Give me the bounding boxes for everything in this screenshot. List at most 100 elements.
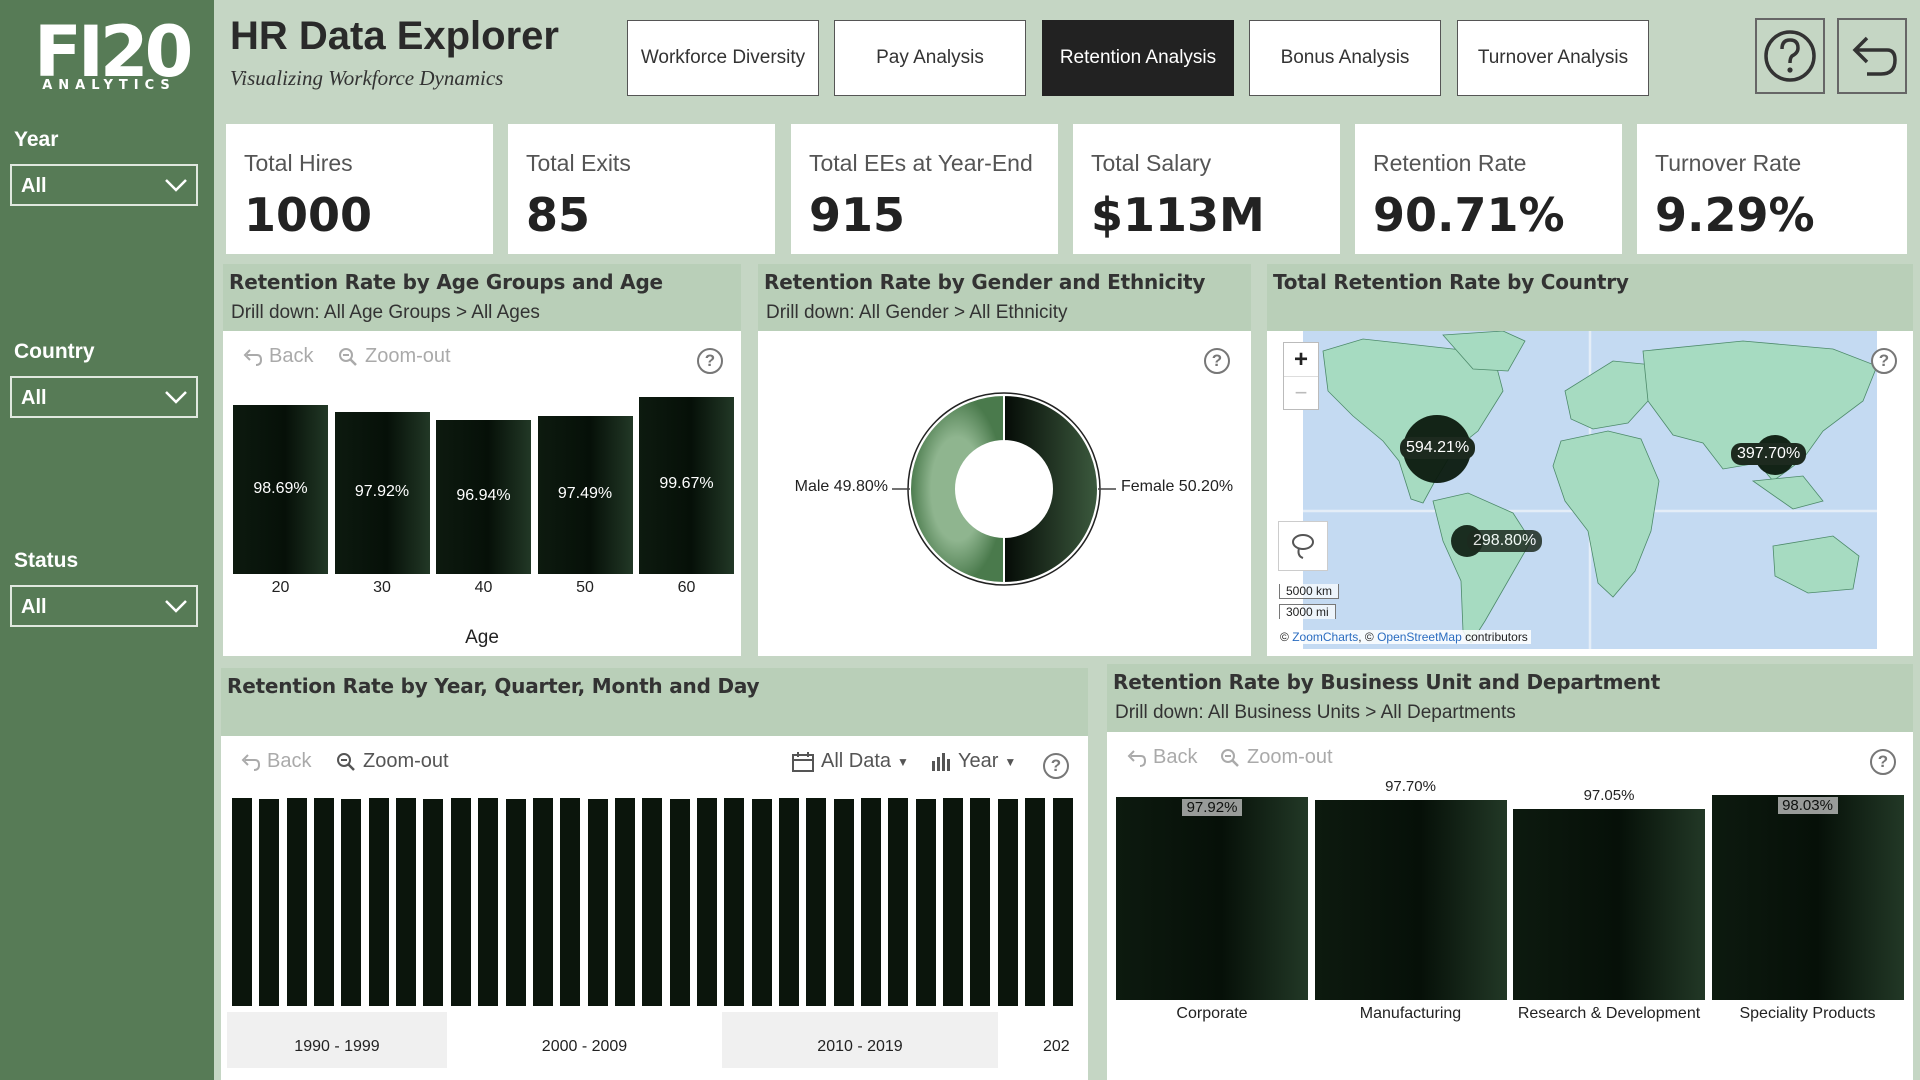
age-bar: [537, 415, 633, 574]
question-circle-icon[interactable]: ?: [1870, 749, 1896, 775]
unit-bar: [1314, 799, 1507, 1000]
lasso-icon: [1292, 534, 1314, 559]
map-zoom-out-button[interactable]: −: [1294, 380, 1308, 405]
time-bar: [997, 799, 1018, 1006]
time-bar: [696, 798, 717, 1006]
time-bar: [423, 799, 444, 1006]
age-tick-label: 20: [271, 579, 290, 596]
age-bar: [334, 411, 430, 574]
bubble-label-usa: 594.21%: [1400, 437, 1476, 459]
kpi-label: Retention Rate: [1373, 150, 1527, 176]
back-button[interactable]: [1837, 18, 1907, 94]
all-data-label: All Data: [821, 750, 892, 772]
unit-back-button[interactable]: Back: [1125, 746, 1197, 769]
decade-label: 2010 - 2019: [817, 1038, 903, 1055]
question-circle-icon[interactable]: ?: [1043, 753, 1069, 779]
map-attribution: © ZoomCharts, © OpenStreetMap contributo…: [1277, 630, 1531, 644]
kpi-card-total-hires: Total Hires 1000: [226, 124, 493, 254]
question-circle-icon: [1764, 30, 1816, 82]
logo-subtitle: ANALYTICS: [42, 78, 176, 93]
time-bar: [861, 798, 882, 1006]
nav-workforce-diversity[interactable]: Workforce Diversity: [627, 20, 819, 96]
all-data-dropdown[interactable]: All Data ▼: [791, 750, 909, 773]
age-axis-label: Age: [465, 627, 499, 648]
map-scale-km: 5000 km: [1279, 584, 1340, 599]
time-bar: [970, 798, 991, 1006]
attr-zoomcharts-link[interactable]: ZoomCharts: [1292, 630, 1359, 644]
unit-tick-label: Manufacturing: [1359, 1005, 1462, 1022]
time-bar: [833, 799, 854, 1006]
map-zoom-in-button[interactable]: +: [1284, 343, 1318, 377]
age-panel-title: Retention Rate by Age Groups and Age: [229, 270, 663, 294]
time-bar: [915, 799, 936, 1006]
kpi-card-total-ees: Total EEs at Year-End 915: [791, 124, 1058, 254]
question-circle-icon[interactable]: ?: [1204, 348, 1230, 374]
country-dropdown[interactable]: All: [10, 376, 198, 418]
magnifier-icon: [1221, 748, 1239, 767]
time-bar: [341, 799, 362, 1006]
age-bar: [436, 420, 531, 574]
decade-band-1990s: [227, 1012, 447, 1068]
age-panel-header: Retention Rate by Age Groups and Age Dri…: [223, 264, 741, 331]
country-dropdown-value: All: [21, 387, 47, 409]
zoom-out-label: Zoom-out: [365, 345, 451, 367]
kpi-value: 1000: [244, 188, 373, 242]
time-bar: [532, 798, 553, 1006]
southeast-asia-shape: [1751, 475, 1824, 510]
time-bar: [450, 798, 471, 1006]
time-bar: [779, 798, 799, 1006]
nav-bonus-analysis[interactable]: Bonus Analysis: [1249, 20, 1441, 96]
unit-zoom-out-button[interactable]: Zoom-out: [1219, 746, 1333, 769]
undo-icon: [1127, 749, 1147, 767]
help-button[interactable]: [1755, 18, 1825, 94]
year-dropdown[interactable]: All: [10, 164, 198, 206]
age-zoom-out-button[interactable]: Zoom-out: [337, 345, 451, 368]
world-map[interactable]: [1303, 331, 1877, 649]
country-panel-title: Total Retention Rate by Country: [1273, 270, 1629, 294]
map-lasso-button[interactable]: [1278, 521, 1328, 571]
back-label: Back: [269, 345, 314, 367]
time-bar: [232, 798, 252, 1006]
time-bar: [1025, 798, 1046, 1006]
time-bar: [1052, 798, 1073, 1006]
kpi-value: $113M: [1091, 188, 1265, 242]
nav-pay-analysis[interactable]: Pay Analysis: [834, 20, 1026, 96]
unit-bar-label: 98.03%: [1777, 797, 1838, 815]
map-scale-mi: 3000 mi: [1279, 604, 1336, 619]
unit-bar-label: 97.92%: [1182, 798, 1242, 816]
time-back-button[interactable]: Back: [239, 750, 311, 773]
magnifier-icon: [337, 752, 355, 771]
attr-osm-link[interactable]: OpenStreetMap: [1377, 630, 1462, 644]
decade-band-2010s: [722, 1012, 998, 1068]
unit-tick-label: Speciality Products: [1739, 1005, 1876, 1022]
donut-slice-female: [1003, 393, 1099, 585]
question-circle-icon[interactable]: ?: [1871, 348, 1897, 374]
time-bar: [560, 798, 581, 1006]
back-label: Back: [1153, 746, 1198, 768]
kpi-label: Total Hires: [244, 150, 353, 176]
attr-prefix: ©: [1280, 630, 1293, 644]
status-dropdown[interactable]: All: [10, 585, 198, 627]
time-bar: [505, 799, 526, 1006]
time-zoom-out-button[interactable]: Zoom-out: [335, 750, 449, 773]
nav-turnover-analysis[interactable]: Turnover Analysis: [1457, 20, 1649, 96]
age-back-button[interactable]: Back: [241, 345, 313, 368]
unit-tick-label: Corporate: [1176, 1005, 1248, 1022]
period-dropdown[interactable]: Year ▼: [930, 750, 1016, 773]
time-bar: [314, 798, 335, 1006]
page-subtitle: Visualizing Workforce Dynamics: [230, 66, 504, 90]
bubble-label-china: 397.70%: [1731, 443, 1807, 465]
bar-chart-icon: [932, 752, 950, 771]
age-chart-panel: Back Zoom-out ? 98.69% 20 97.92% 30 96.94% 40…: [223, 331, 741, 656]
age-drill-path: Drill down: All Age Groups > All Ages: [231, 302, 540, 323]
age-bar-label: 97.92%: [354, 482, 410, 500]
time-panel-header: Retention Rate by Year, Quarter, Month a…: [221, 668, 1088, 736]
female-label: Female 50.20%: [1121, 478, 1234, 495]
australia-shape: [1772, 535, 1860, 594]
question-circle-icon[interactable]: ?: [697, 348, 723, 374]
time-chart-panel: Back Zoom-out All Data ▼ Year ▼ ? 1990 -…: [221, 736, 1088, 1080]
nav-retention-analysis[interactable]: Retention Analysis: [1042, 20, 1234, 96]
time-bar: [396, 798, 417, 1006]
age-tick-label: 60: [677, 579, 696, 596]
kpi-card-total-salary: Total Salary $113M: [1073, 124, 1340, 254]
